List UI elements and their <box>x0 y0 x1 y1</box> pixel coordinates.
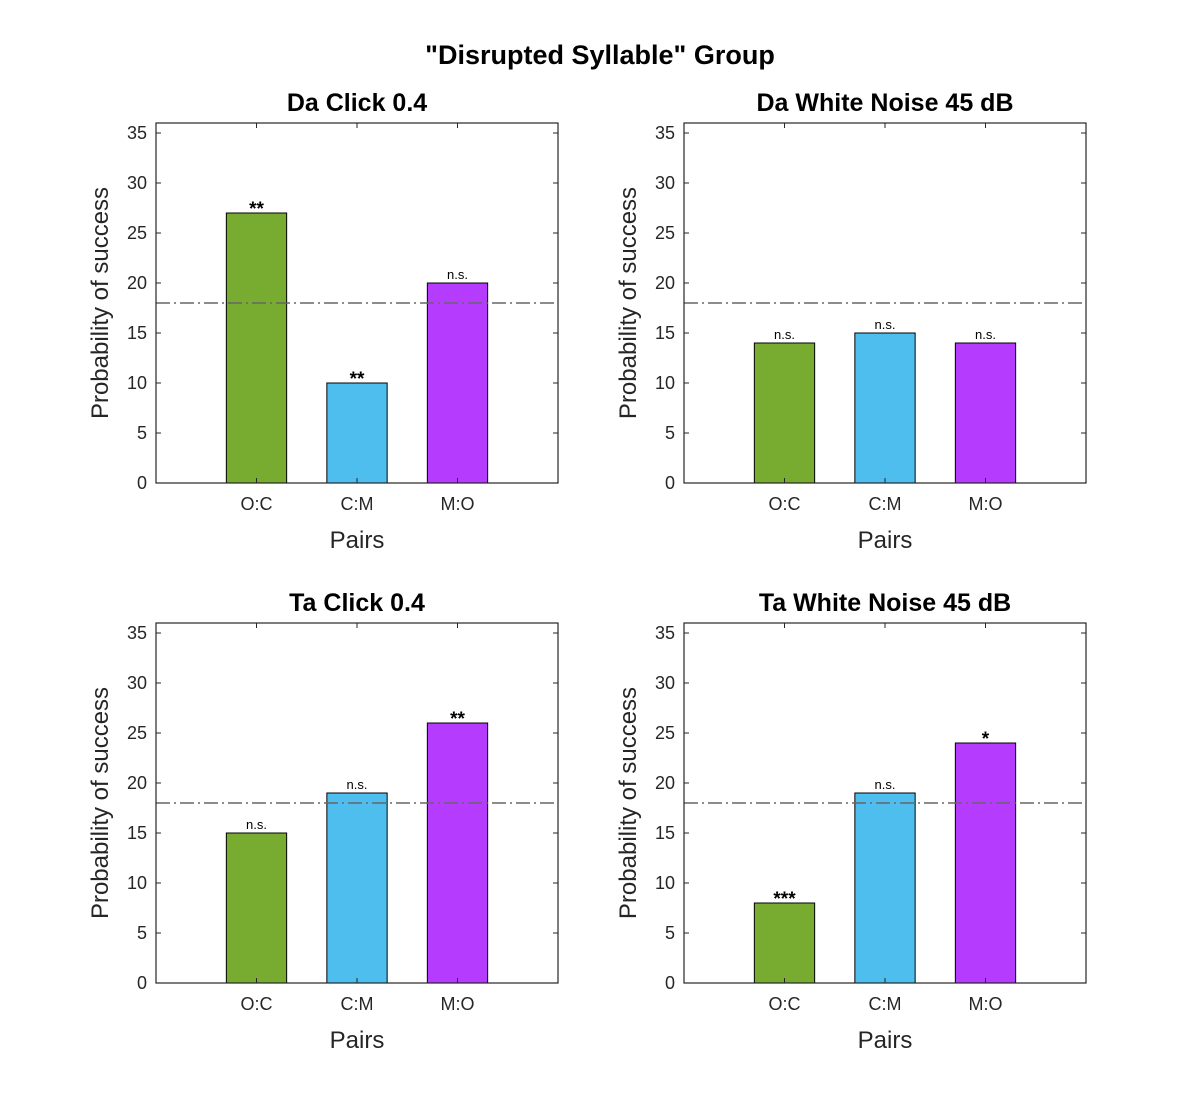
chart-panel-3: Ta Click 0.4 n.s. n.s. ** 0 5 10 15 20 25 30 35 O:C C… <box>87 589 559 1054</box>
y-tick-label: 35 <box>655 123 675 143</box>
bar-o-c <box>225 832 288 984</box>
y-tick-label: 30 <box>655 673 675 693</box>
bar-c-m <box>326 382 388 484</box>
bar-o-c <box>225 212 288 484</box>
y-tick-label: 20 <box>127 273 147 293</box>
significance-label: n.s. <box>774 327 795 342</box>
significance-label: n.s. <box>246 817 267 832</box>
x-tick-label: C:M <box>869 994 902 1014</box>
y-axis-label: Probability of success <box>87 187 114 419</box>
significance-label: * <box>982 729 990 750</box>
x-tick-label: C:M <box>341 494 374 514</box>
y-axis-label: Probability of success <box>615 187 642 419</box>
bar-o-c <box>753 902 816 984</box>
significance-label: *** <box>773 889 796 910</box>
significance-label: n.s. <box>975 327 996 342</box>
x-axis-label: Pairs <box>858 527 913 554</box>
x-tick-label: O:C <box>768 494 800 514</box>
y-tick-label: 5 <box>137 923 147 943</box>
x-axis-label: Pairs <box>330 1027 385 1054</box>
y-tick-label: 0 <box>137 973 147 993</box>
y-tick-label: 35 <box>655 623 675 643</box>
significance-label: n.s. <box>347 777 368 792</box>
bar-m-o <box>954 742 1017 984</box>
y-tick-label: 0 <box>137 473 147 493</box>
x-axis-label: Pairs <box>858 1027 913 1054</box>
bar-m-o <box>426 722 489 984</box>
x-tick-label: O:C <box>768 994 800 1014</box>
x-tick-label: M:O <box>969 494 1003 514</box>
x-tick-label: M:O <box>969 994 1003 1014</box>
y-tick-label: 35 <box>127 123 147 143</box>
y-tick-label: 25 <box>127 723 147 743</box>
y-tick-label: 10 <box>655 873 675 893</box>
figure-title: "Disrupted Syllable" Group <box>425 40 775 70</box>
significance-label: n.s. <box>447 267 468 282</box>
y-tick-label: 10 <box>127 873 147 893</box>
y-axis-label: Probability of success <box>87 687 114 919</box>
x-tick-label: M:O <box>441 494 475 514</box>
x-tick-label: C:M <box>869 494 902 514</box>
y-tick-label: 30 <box>655 173 675 193</box>
bar-c-m <box>854 332 916 484</box>
y-tick-label: 30 <box>127 673 147 693</box>
significance-label: ** <box>450 709 465 730</box>
y-tick-label: 10 <box>127 373 147 393</box>
panel-title: Da Click 0.4 <box>287 89 427 117</box>
bar-c-m <box>854 792 916 984</box>
y-tick-label: 35 <box>127 623 147 643</box>
y-tick-label: 25 <box>127 223 147 243</box>
x-tick-label: O:C <box>240 994 272 1014</box>
y-tick-label: 20 <box>127 773 147 793</box>
y-tick-label: 30 <box>127 173 147 193</box>
panel-title: Ta Click 0.4 <box>289 589 425 617</box>
y-tick-label: 5 <box>137 423 147 443</box>
panel-title: Ta White Noise 45 dB <box>759 589 1011 617</box>
y-tick-label: 15 <box>127 823 147 843</box>
y-tick-label: 20 <box>655 773 675 793</box>
y-tick-label: 15 <box>655 823 675 843</box>
significance-label: ** <box>249 199 264 220</box>
y-tick-label: 25 <box>655 723 675 743</box>
y-tick-label: 0 <box>665 973 675 993</box>
significance-label: ** <box>350 369 365 390</box>
significance-label: n.s. <box>875 317 896 332</box>
x-tick-label: M:O <box>441 994 475 1014</box>
x-tick-label: O:C <box>240 494 272 514</box>
bar-m-o <box>954 342 1017 484</box>
chart-panel-4: Ta White Noise 45 dB *** n.s. * 0 5 10 15 20 25 30… <box>615 589 1087 1054</box>
y-tick-label: 15 <box>655 323 675 343</box>
y-tick-label: 5 <box>665 923 675 943</box>
y-tick-label: 10 <box>655 373 675 393</box>
bar-c-m <box>326 792 388 984</box>
panel-title: Da White Noise 45 dB <box>757 89 1014 117</box>
chart-panel-2: Da White Noise 45 dB n.s. n.s. n.s. 0 5 10 15 20… <box>615 89 1087 554</box>
y-tick-label: 5 <box>665 423 675 443</box>
y-tick-label: 25 <box>655 223 675 243</box>
significance-label: n.s. <box>875 777 896 792</box>
bar-m-o <box>426 282 489 484</box>
x-axis-label: Pairs <box>330 527 385 554</box>
bar-o-c <box>753 342 816 484</box>
y-tick-label: 0 <box>665 473 675 493</box>
y-tick-label: 15 <box>127 323 147 343</box>
y-axis-label: Probability of success <box>615 687 642 919</box>
chart-panel-1: Da Click 0.4 ** ** n.s. 0 5 10 15 20 25 30 35 O:C C:M… <box>87 89 559 554</box>
y-tick-label: 20 <box>655 273 675 293</box>
x-tick-label: C:M <box>341 994 374 1014</box>
